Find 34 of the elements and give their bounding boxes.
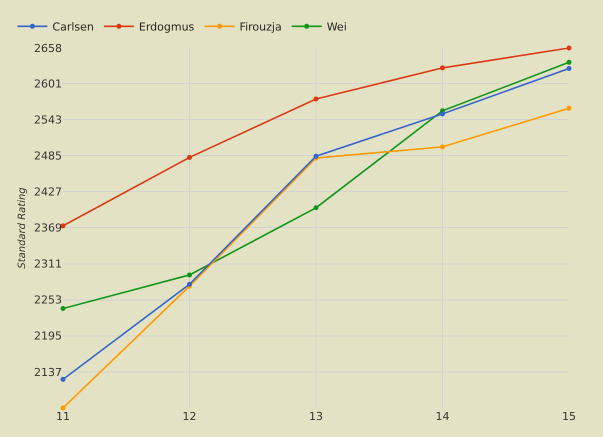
point [187,154,192,160]
y-tick-label: 2369 [34,222,62,235]
point [566,46,572,50]
legend-label: Wei [326,20,347,34]
x-tick-label: 15 [562,410,576,423]
y-tick-label: 2253 [34,294,62,307]
point [566,66,572,72]
point [440,144,445,150]
legend-label: Erdogmus [138,20,195,34]
point [440,111,445,116]
x-tick-label: 13 [309,410,323,423]
y-tick-label: 2485 [34,149,62,162]
y-tick-label: 2543 [34,113,62,126]
legend-label: Firouzja [240,20,282,34]
point [566,60,572,65]
point [60,376,66,382]
point [187,272,192,278]
point [60,406,66,410]
point [314,96,318,102]
x-tick-label: 12 [182,410,196,423]
point [60,306,66,312]
x-tick-label: 11 [56,410,70,423]
y-tick-label: 2658 [34,42,62,55]
point [314,205,318,210]
point [566,106,572,111]
y-tick-label: 2137 [34,366,62,379]
y-tick-label: 2195 [34,330,62,343]
x-tick-label: 14 [436,410,450,423]
y-tick-label: 2427 [34,185,62,198]
point [440,65,445,70]
y-tick-label: 2601 [34,77,62,90]
y-axis-title: Standard Rating [17,187,28,269]
y-tick-label: 2311 [34,258,62,271]
legend-label: Carlsen [52,20,94,34]
